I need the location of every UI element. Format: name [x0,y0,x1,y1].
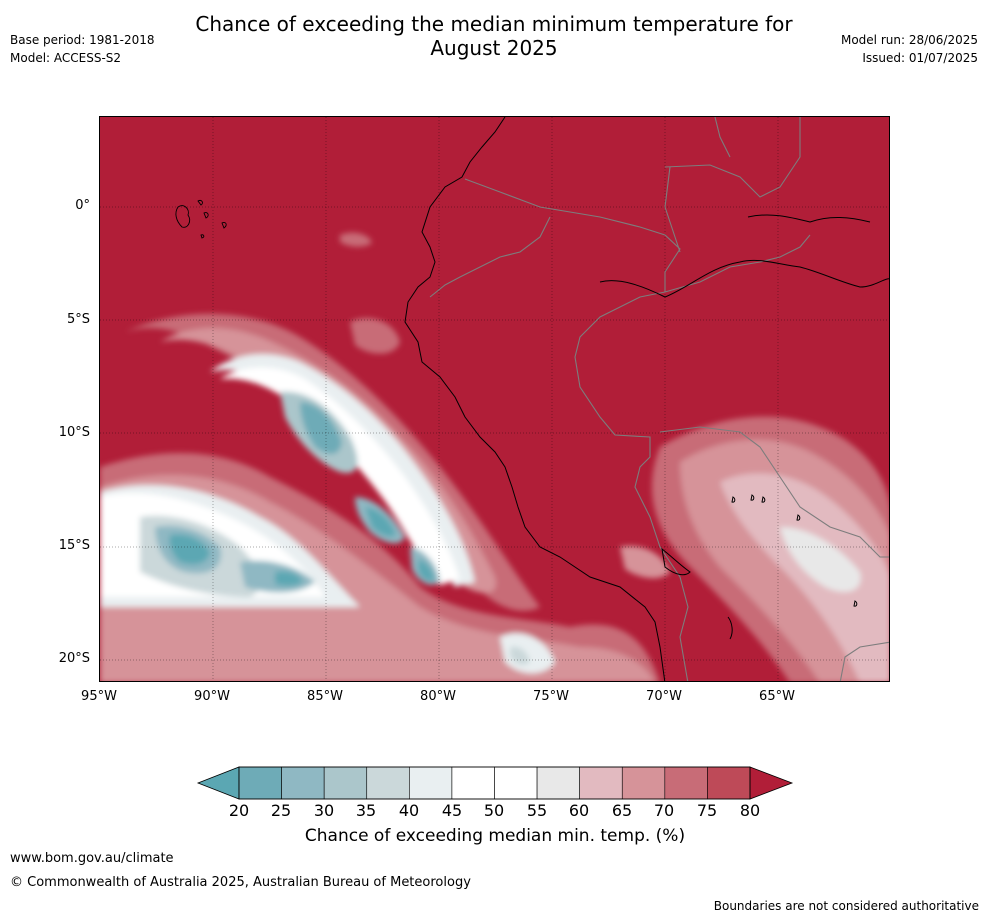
model-run: Model run: 28/06/2025 [840,33,978,47]
cb-label-50: 50 [483,801,505,820]
lon-tick-75w: 75°W [533,689,569,704]
colorbar-bin-75-80 [707,766,751,800]
cb-label-80: 80 [739,801,761,820]
colorbar-bin-70-75 [664,766,708,800]
colorbar-bin-50-55 [494,766,538,800]
cb-label-65: 65 [611,801,633,820]
colorbar-bins [238,766,751,800]
title-line-1: Chance of exceeding the median minimum t… [195,12,793,36]
cb-label-35: 35 [355,801,377,820]
base-period: Base period: 1981-2018 [10,33,155,47]
meta-right: Model run: 28/06/2025 Issued: 01/07/2025 [841,31,978,67]
colorbar-bin-60-65 [579,766,623,800]
cb-label-70: 70 [653,801,675,820]
colorbar-low-extend [196,766,240,800]
cb-label-30: 30 [313,801,335,820]
cb-label-55: 55 [526,801,548,820]
cb-label-25: 25 [270,801,292,820]
chart-title: Chance of exceeding the median minimum t… [0,12,988,60]
cb-label-20: 20 [228,801,250,820]
cb-label-40: 40 [398,801,420,820]
lon-tick-70w: 70°W [646,689,682,704]
lon-tick-65w: 65°W [759,689,795,704]
colorbar-bin-30-35 [323,766,368,800]
colorbar-outline [238,766,751,800]
lat-tick-5s: 5°S [66,312,90,327]
lat-tick-10s: 10°S [58,425,90,440]
lat-tick-15s: 15°S [58,538,90,553]
colorbar-bin-45-50 [451,766,495,800]
footer-disclaimer: Boundaries are not considered authoritat… [713,899,979,913]
colorbar-bin-65-70 [621,766,666,800]
colorbar-bin-55-60 [536,766,580,800]
coastline [404,117,666,681]
colorbar-bin-25-30 [281,766,325,800]
issued-date: Issued: 01/07/2025 [862,51,978,65]
cb-label-60: 60 [568,801,590,820]
colorbar-bin-20-25 [238,766,282,800]
lon-tick-90w: 90°W [194,689,230,704]
lat-tick-20s: 20°S [58,651,90,666]
country-borders [429,117,889,681]
colorbar-bin-35-40 [366,766,410,800]
forecast-map [99,116,890,682]
meta-left: Base period: 1981-2018 Model: ACCESS-S2 [10,31,155,67]
lon-tick-85w: 85°W [307,689,343,704]
lon-tick-95w: 95°W [81,689,117,704]
lon-tick-80w: 80°W [420,689,456,704]
colorbar-bin-40-45 [409,766,453,800]
colorbar-high-extend [749,766,794,800]
cb-label-75: 75 [696,801,718,820]
footer-copyright: © Commonwealth of Australia 2025, Austra… [10,875,471,890]
model-name: Model: ACCESS-S2 [10,51,122,65]
galapagos-islands [175,200,227,239]
colorbar-svg [196,766,794,800]
inland-waters [599,214,889,640]
cb-label-45: 45 [441,801,463,820]
map-svg [100,117,889,681]
graticule [100,117,889,681]
probability-field [100,232,889,681]
lat-tick-0: 0° [75,198,90,213]
colorbar-title: Chance of exceeding median min. temp. (%… [304,826,686,846]
title-line-2: August 2025 [430,36,558,60]
colorbar [196,766,794,800]
footer-url: www.bom.gov.au/climate [10,851,174,866]
